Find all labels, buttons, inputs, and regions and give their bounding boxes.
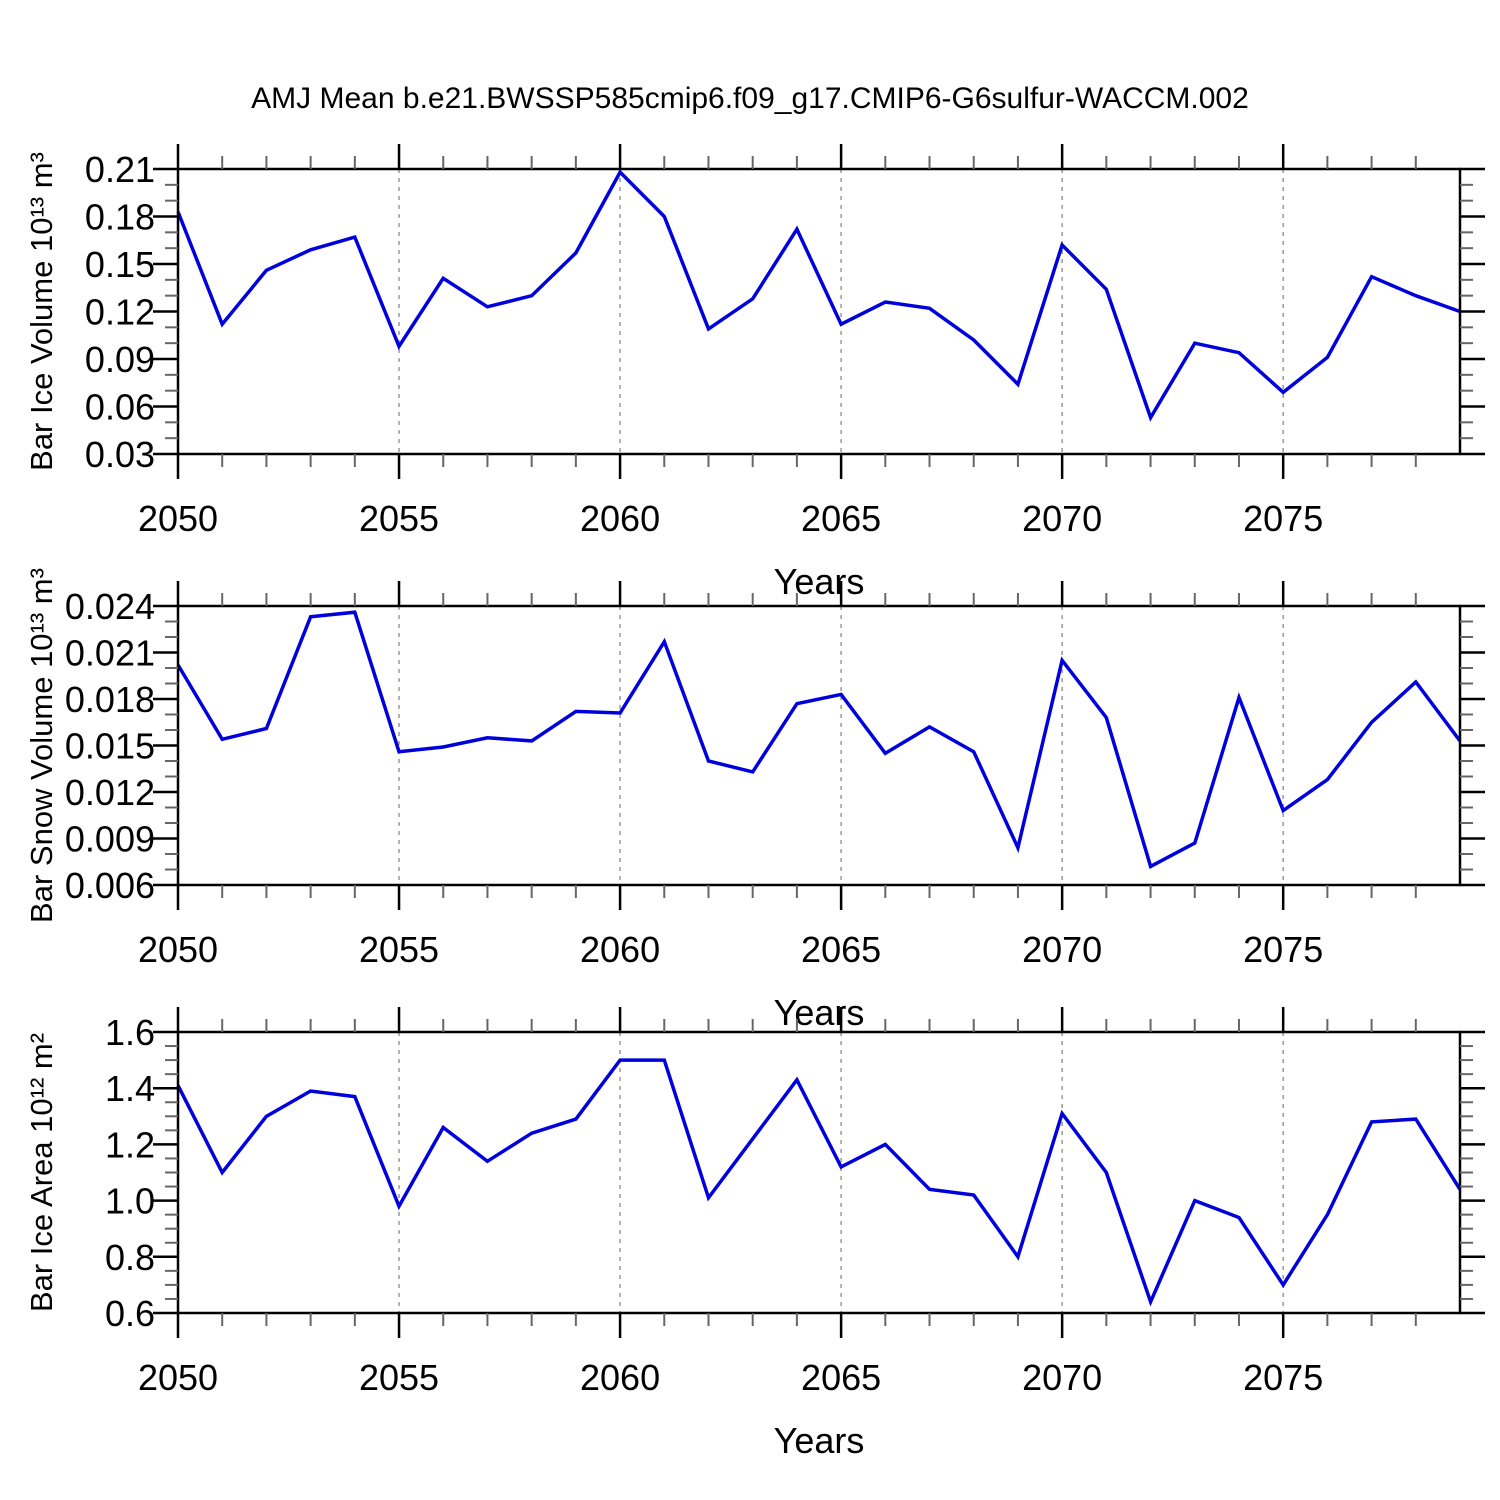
series-line (176, 610, 1462, 869)
svg-text:0.18: 0.18 (85, 197, 155, 238)
y-tick-labels: 0.03 0.06 0.09 0.12 0.15 0.18 0.21 (85, 149, 155, 475)
x-tick-labels: 2050 2055 2060 2065 2070 2075 (138, 1357, 1323, 1398)
svg-text:2060: 2060 (580, 1357, 660, 1398)
svg-text:0.8: 0.8 (105, 1237, 155, 1278)
svg-text:2050: 2050 (138, 1357, 218, 1398)
ticks (153, 581, 1485, 910)
series-line (176, 1058, 1462, 1307)
gridlines (398, 606, 1284, 885)
svg-text:0.021: 0.021 (65, 633, 155, 674)
x-axis-title: Years (774, 1420, 865, 1461)
svg-text:2065: 2065 (801, 929, 881, 970)
svg-text:2055: 2055 (359, 498, 439, 539)
svg-text:2050: 2050 (138, 929, 218, 970)
svg-text:0.012: 0.012 (65, 772, 155, 813)
y-axis-title: Bar Snow Volume 10¹³ m³ (24, 568, 59, 923)
svg-text:0.12: 0.12 (85, 292, 155, 333)
svg-text:0.009: 0.009 (65, 819, 155, 860)
svg-text:2055: 2055 (359, 1357, 439, 1398)
svg-text:2050: 2050 (138, 498, 218, 539)
y-tick-labels: 0.6 0.8 1.0 1.2 1.4 1.6 (105, 1012, 155, 1334)
svg-text:0.024: 0.024 (65, 586, 155, 627)
svg-text:0.21: 0.21 (85, 149, 155, 190)
y-axis-title: Bar Ice Area 10¹² m² (24, 1033, 59, 1312)
svg-text:1.0: 1.0 (105, 1181, 155, 1222)
svg-text:2070: 2070 (1022, 1357, 1102, 1398)
svg-text:2070: 2070 (1022, 929, 1102, 970)
svg-text:2070: 2070 (1022, 498, 1102, 539)
x-tick-labels: 2050 2055 2060 2065 2070 2075 (138, 498, 1323, 539)
svg-text:2055: 2055 (359, 929, 439, 970)
y-axis-title: Bar Ice Volume 10¹³ m³ (24, 152, 59, 471)
svg-text:2075: 2075 (1243, 1357, 1323, 1398)
svg-text:0.015: 0.015 (65, 726, 155, 767)
x-axis-title: Years (774, 561, 865, 602)
figure-title: AMJ Mean b.e21.BWSSP585cmip6.f09_g17.CMI… (251, 82, 1249, 115)
y-tick-labels: 0.006 0.009 0.012 0.015 0.018 0.021 0.024 (65, 586, 155, 906)
svg-text:2075: 2075 (1243, 929, 1323, 970)
ticks (153, 1007, 1485, 1338)
svg-text:0.6: 0.6 (105, 1293, 155, 1334)
x-axis-title: Years (774, 992, 865, 1033)
svg-text:0.018: 0.018 (65, 679, 155, 720)
svg-text:0.03: 0.03 (85, 434, 155, 475)
x-tick-labels: 2050 2055 2060 2065 2070 2075 (138, 929, 1323, 970)
plot-border (176, 1030, 1462, 1315)
panel-ice-volume: 0.03 0.06 0.09 0.12 0.15 0.18 0.21 2050 2055 2060… (24, 144, 1485, 602)
plot-border (176, 604, 1462, 887)
gridlines (398, 1032, 1284, 1313)
svg-text:1.2: 1.2 (105, 1124, 155, 1165)
svg-text:2060: 2060 (580, 929, 660, 970)
svg-text:1.6: 1.6 (105, 1012, 155, 1053)
svg-text:1.4: 1.4 (105, 1068, 155, 1109)
svg-text:0.15: 0.15 (85, 244, 155, 285)
svg-text:0.06: 0.06 (85, 387, 155, 428)
svg-text:2075: 2075 (1243, 498, 1323, 539)
svg-text:2065: 2065 (801, 498, 881, 539)
series-line (176, 169, 1461, 422)
svg-text:2060: 2060 (580, 498, 660, 539)
svg-text:2065: 2065 (801, 1357, 881, 1398)
svg-text:0.09: 0.09 (85, 339, 155, 380)
gridlines (398, 169, 1284, 454)
plot-border (176, 167, 1462, 456)
svg-text:0.006: 0.006 (65, 865, 155, 906)
ticks (153, 144, 1485, 479)
